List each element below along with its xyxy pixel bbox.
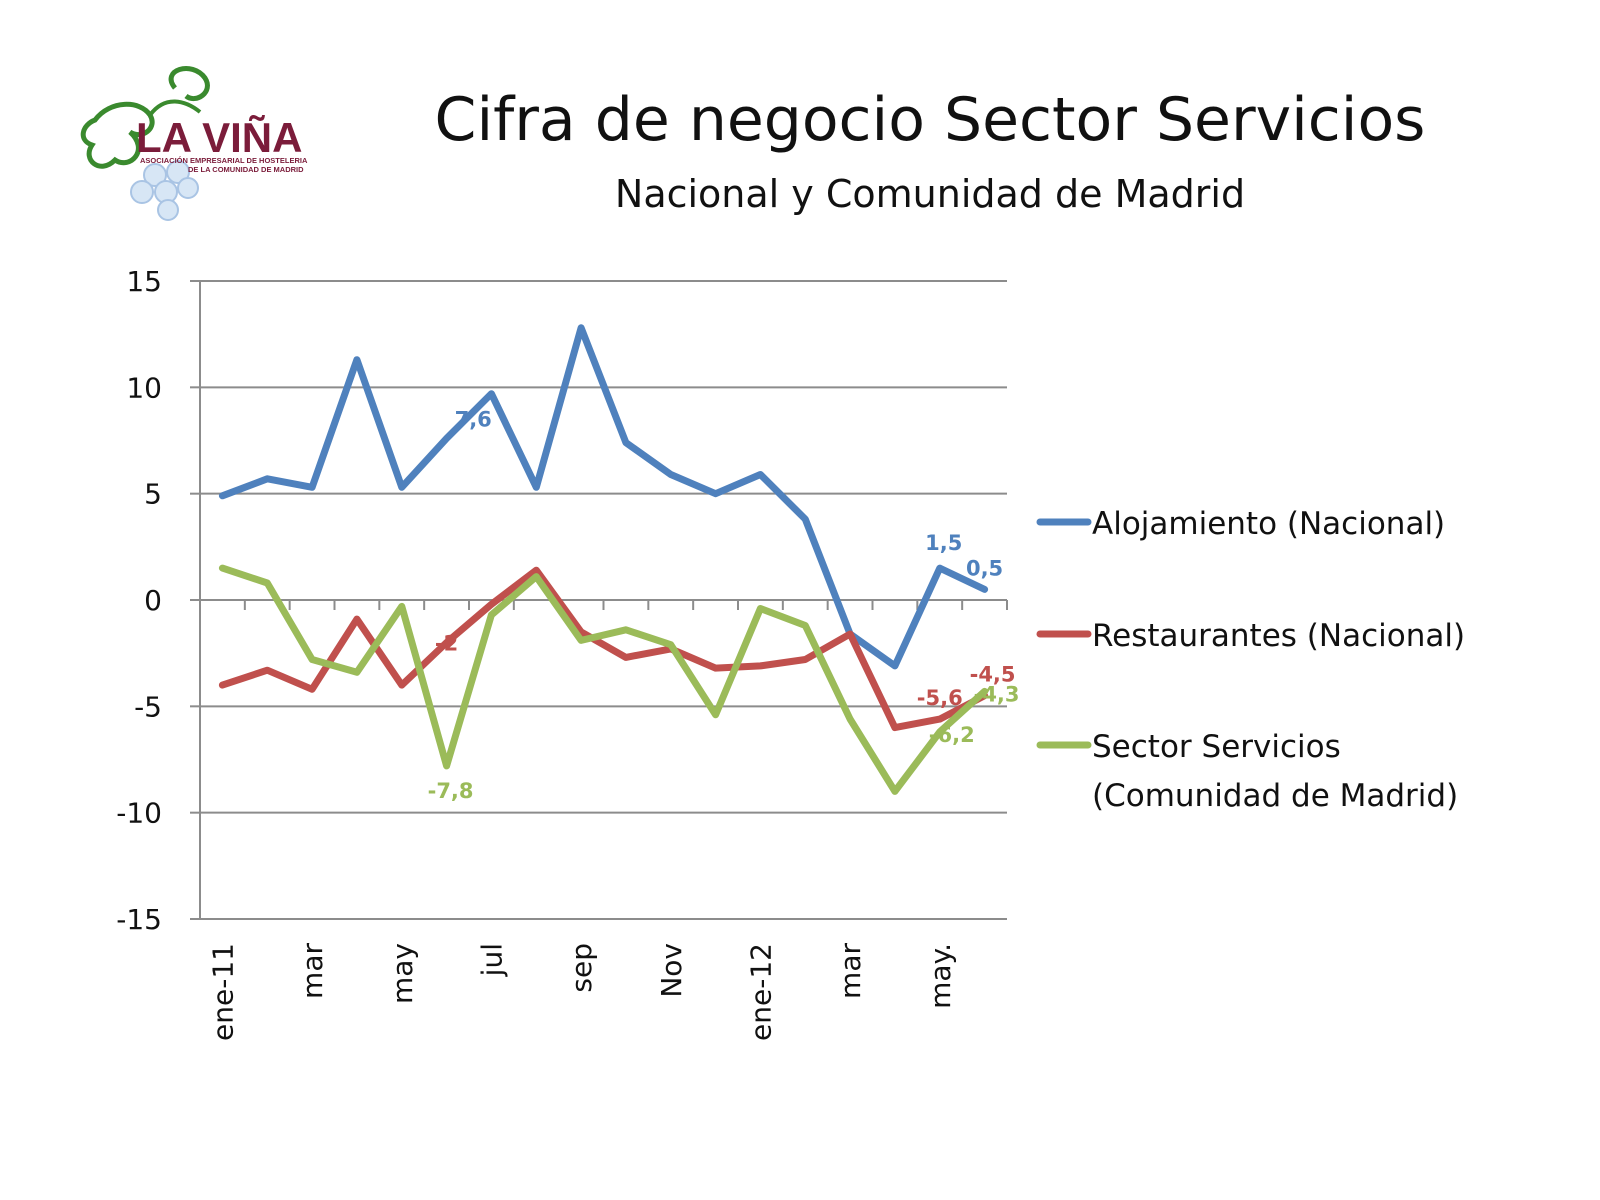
- legend-label: Sector Servicios: [1092, 729, 1341, 765]
- series-line-1: [218, 324, 989, 670]
- legend-label: (Comunidad de Madrid): [1092, 778, 1458, 814]
- data-label: -2: [435, 632, 458, 656]
- data-label: 1,5: [925, 531, 962, 555]
- chart-subtitle: Nacional y Comunidad de Madrid: [615, 172, 1245, 216]
- grape-vine-icon: [80, 66, 210, 169]
- x-tick-label: mar: [296, 943, 329, 999]
- y-tick-label: -5: [134, 690, 162, 723]
- logo-line2: DE LA COMUNIDAD DE MADRID: [188, 165, 304, 174]
- x-tick-label: ene-12: [744, 943, 777, 1041]
- logo-line1: ASOCIACIÓN EMPRESARIAL DE HOSTELERIA: [140, 156, 308, 165]
- data-label: 0,5: [966, 556, 1003, 580]
- y-tick-label: 5: [144, 478, 162, 511]
- x-tick-label: may.: [924, 943, 957, 1009]
- x-tick-label: sep: [565, 943, 598, 993]
- y-tick-labels: 15 10 5 0 -5 -10 -15: [116, 265, 162, 936]
- x-tick-labels: ene-11 mar may jul sep Nov ene-12 mar may.: [206, 943, 956, 1041]
- data-label: 7,6: [455, 407, 492, 431]
- logo: LA VIÑA ASOCIACIÓN EMPRESARIAL DE HOSTEL…: [80, 66, 308, 221]
- logo-name: LA VIÑA: [136, 114, 302, 161]
- chart-title: Cifra de negocio Sector Servicios: [435, 85, 1426, 155]
- x-tick-label: mar: [834, 943, 867, 999]
- x-tick-label: Nov: [655, 943, 688, 998]
- data-label: -4,5: [970, 663, 1016, 687]
- data-labels: 7,6 1,50,5 -2 -5,6 -4,5 -7,8 -6,2 -4,3: [428, 407, 1020, 803]
- y-tick-label: -15: [116, 903, 162, 936]
- y-tick-label: 0: [144, 584, 162, 617]
- y-tick-label: -10: [116, 797, 162, 830]
- x-tick-label: ene-11: [206, 943, 239, 1041]
- data-label: -7,8: [428, 779, 474, 803]
- series-line-2: [218, 566, 989, 732]
- data-label: -6,2: [929, 723, 975, 747]
- legend-label: Restaurantes (Nacional): [1092, 618, 1465, 654]
- legend-label: Alojamiento (Nacional): [1092, 506, 1445, 542]
- series-lines: [218, 324, 989, 795]
- data-label: -5,6: [917, 686, 963, 710]
- y-tick-label: 10: [126, 371, 162, 404]
- legend: Alojamiento (Nacional) Restaurantes (Naci…: [1036, 506, 1465, 814]
- series-line-3: [218, 564, 989, 795]
- grapes-icon: [130, 160, 199, 221]
- x-tick-label: may: [386, 943, 419, 1004]
- x-tick-label: jul: [475, 943, 508, 977]
- data-label: -4,3: [974, 682, 1020, 706]
- y-tick-label: 15: [126, 265, 162, 298]
